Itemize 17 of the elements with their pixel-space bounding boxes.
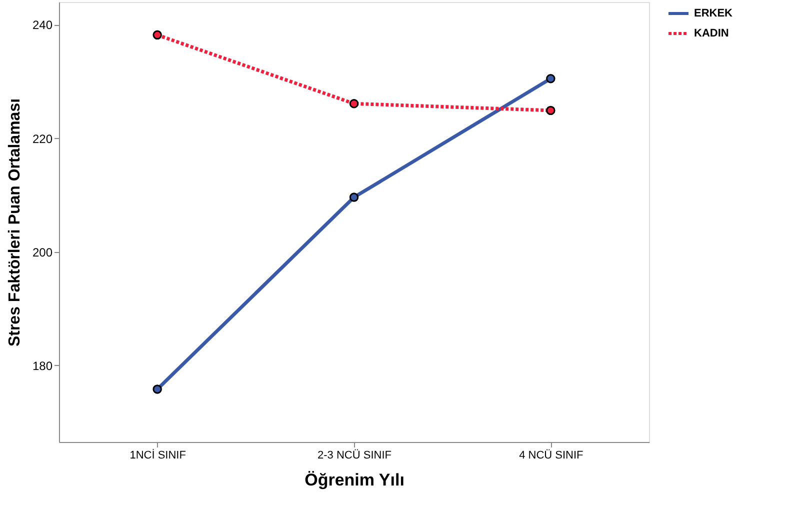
- x-tick-label: 2-3 NCÜ SINIF: [318, 448, 392, 462]
- point: [349, 192, 359, 202]
- x-axis-title: Öğrenim Yılı: [304, 470, 404, 490]
- point: [152, 384, 162, 394]
- x-tick-label: 1NCİ SINIF: [130, 448, 186, 462]
- point: [349, 99, 359, 108]
- x-tick-label: 4 NCÜ SINIF: [519, 448, 584, 462]
- y-axis-title: Stres Faktörleri Puan Ortalaması: [6, 98, 24, 347]
- legend-label: ERKEK: [694, 8, 733, 20]
- y-tick-label: 220: [32, 132, 53, 146]
- point: [152, 30, 162, 40]
- y-tick-label: 240: [32, 18, 53, 32]
- point: [546, 74, 556, 84]
- y-tick-label: 200: [32, 245, 53, 260]
- legend-label: KADIN: [694, 28, 729, 40]
- point: [546, 106, 556, 116]
- y-tick-label: 180: [32, 358, 53, 373]
